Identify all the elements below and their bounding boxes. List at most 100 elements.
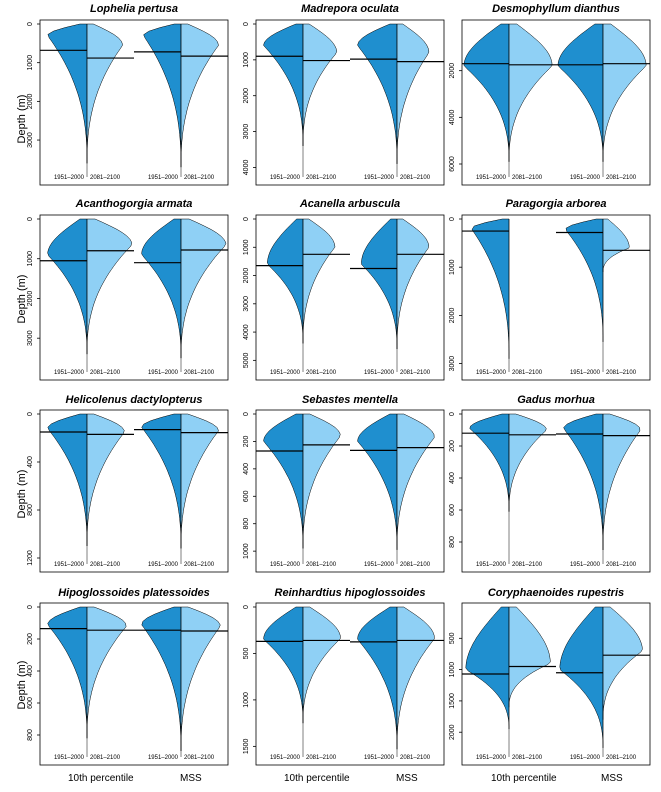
panel-sebastes-mentella-ytick-label: 200 <box>243 435 250 447</box>
panel-helicolenus-dactylopterus-frame <box>39 409 229 573</box>
panel-lophelia-pertusa-mss-historical-violin <box>143 23 182 168</box>
panel-gadus-morhua-title: Gadus morhua <box>517 394 595 406</box>
panel-sebastes-mentella-frame <box>255 409 445 573</box>
panel-madrepora-oculata-mss-historical-violin <box>357 23 398 164</box>
panel-madrepora-oculata-10th-percentile-historical-violin <box>263 23 304 146</box>
panel-acanthogorgia-armata-10th-percentile-future-violin <box>86 218 133 355</box>
panel-acanthogorgia-armata-mss-historical-violin <box>141 218 182 359</box>
panel-hipoglossoides-platessoides-title: Hipoglossoides platessoides <box>58 587 210 599</box>
panel-hipoglossoides-platessoides-frame <box>39 602 229 766</box>
panel-reinhardtius-hipoglossoides-ytick-label: 1500 <box>243 738 250 754</box>
panel-sebastes-mentella-10th-percentile-period-historical-label: 1951–2000 <box>270 562 301 568</box>
panel-desmophyllum-dianthus-10th-percentile-historical-violin <box>463 23 510 162</box>
panel-acanthogorgia-armata-mss-period-historical-label: 1951–2000 <box>148 370 179 376</box>
panel-sebastes-mentella-mss-future-violin <box>396 413 435 550</box>
panel-acanthogorgia-armata-10th-percentile-period-future-label: 2081–2100 <box>90 370 121 376</box>
panel-helicolenus-dactylopterus-title: Helicolenus dactylopterus <box>66 394 203 406</box>
panel-reinhardtius-hipoglossoides-mss-period-historical-label: 1951–2000 <box>364 755 395 761</box>
panel-sebastes-mentella-mss-historical-violin <box>357 413 398 550</box>
panel-gadus-morhua-mss-period-historical-label: 1951–2000 <box>570 562 601 568</box>
panel-acanella-arbuscula-10th-percentile-future-violin <box>302 218 336 344</box>
panel-paragorgia-arborea-ytick-label: 0 <box>449 217 456 221</box>
panel-lophelia-pertusa-10th-percentile-historical-violin <box>47 23 88 164</box>
panel-coryphaenoides-rupestris-title: Coryphaenoides rupestris <box>488 587 624 599</box>
panel-hipoglossoides-platessoides-ytick-label: 200 <box>27 633 34 645</box>
panel-madrepora-oculata-frame <box>255 19 445 186</box>
panel-desmophyllum-dianthus-10th-percentile-future-violin <box>508 23 553 162</box>
panel-paragorgia-arborea-ytick-label: 1000 <box>449 259 456 275</box>
panel-acanella-arbuscula-mss-future-violin <box>396 218 430 350</box>
panel-desmophyllum-dianthus-10th-percentile-period-future-label: 2081–2100 <box>512 175 543 181</box>
panel-helicolenus-dactylopterus-10th-percentile-period-historical-label: 1951–2000 <box>54 562 85 568</box>
panel-gadus-morhua-mss-future-violin <box>602 413 641 550</box>
panel-acanthogorgia-armata-mss-future-violin <box>180 218 227 359</box>
panel-lophelia-pertusa-ytick-label: 1000 <box>27 55 34 71</box>
panel-acanella-arbuscula-10th-percentile-period-historical-label: 1951–2000 <box>270 370 301 376</box>
panel-acanthogorgia-armata-title: Acanthogorgia armata <box>75 198 193 210</box>
panel-madrepora-oculata-10th-percentile-future-violin <box>302 23 338 146</box>
panel-paragorgia-arborea-mss-period-historical-label: 1951–2000 <box>570 370 601 376</box>
panel-helicolenus-dactylopterus-mss-period-future-label: 2081–2100 <box>184 562 215 568</box>
panel-gadus-morhua-frame <box>461 409 651 573</box>
panel-reinhardtius-hipoglossoides-ytick-label: 0 <box>243 605 250 609</box>
panel-lophelia-pertusa-10th-percentile-period-historical-label: 1951–2000 <box>54 175 85 181</box>
y-axis-label-row-2: Depth (m) <box>16 274 28 324</box>
panel-lophelia-pertusa-mss-period-historical-label: 1951–2000 <box>148 175 179 181</box>
x-axis-label-col-3-10th: 10th percentile <box>491 773 557 784</box>
panel-coryphaenoides-rupestris-mss-historical-violin <box>559 606 604 748</box>
panel-reinhardtius-hipoglossoides-title: Reinhardtius hipoglossoides <box>275 587 426 599</box>
panel-lophelia-pertusa-ytick-label: 2000 <box>27 93 34 109</box>
panel-reinhardtius-hipoglossoides-ytick-label: 1000 <box>243 692 250 708</box>
panel-reinhardtius-hipoglossoides-10th-percentile-historical-violin <box>263 606 304 724</box>
panel-hipoglossoides-platessoides-mss-period-historical-label: 1951–2000 <box>148 755 179 761</box>
panel-lophelia-pertusa-mss-period-future-label: 2081–2100 <box>184 175 215 181</box>
panel-paragorgia-arborea-mss-historical-violin <box>565 218 604 342</box>
panel-gadus-morhua-10th-percentile-future-violin <box>508 413 547 512</box>
panel-coryphaenoides-rupestris-mss-period-future-label: 2081–2100 <box>606 755 637 761</box>
panel-lophelia-pertusa-mss-future-violin <box>180 23 219 168</box>
panel-paragorgia-arborea-title: Paragorgia arborea <box>506 198 607 210</box>
panel-gadus-morhua-ytick-label: 400 <box>449 472 456 484</box>
panel-coryphaenoides-rupestris-10th-percentile-period-future-label: 2081–2100 <box>512 755 543 761</box>
panel-acanella-arbuscula-ytick-label: 4000 <box>243 324 250 340</box>
y-axis-label-row-4: Depth (m) <box>16 660 28 710</box>
panel-desmophyllum-dianthus-ytick-label: 6000 <box>449 156 456 172</box>
panel-reinhardtius-hipoglossoides-10th-percentile-future-violin <box>302 606 341 724</box>
panel-hipoglossoides-platessoides-ytick-label: 800 <box>27 729 34 741</box>
panel-helicolenus-dactylopterus-10th-percentile-period-future-label: 2081–2100 <box>90 562 121 568</box>
panel-coryphaenoides-rupestris-10th-percentile-historical-violin <box>465 606 510 730</box>
panel-gadus-morhua-10th-percentile-historical-violin <box>469 413 510 512</box>
panel-gadus-morhua-ytick-label: 200 <box>449 440 456 452</box>
panel-helicolenus-dactylopterus-ytick-label: 1200 <box>27 550 34 566</box>
panel-desmophyllum-dianthus-frame <box>461 19 651 186</box>
panel-lophelia-pertusa-ytick-label: 3000 <box>27 132 34 148</box>
panel-acanthogorgia-armata-ytick-label: 2000 <box>27 291 34 307</box>
panel-paragorgia-arborea-ytick-label: 3000 <box>449 356 456 372</box>
panel-reinhardtius-hipoglossoides-mss-period-future-label: 2081–2100 <box>400 755 431 761</box>
panel-helicolenus-dactylopterus-mss-historical-violin <box>141 413 182 549</box>
panel-coryphaenoides-rupestris-frame <box>461 602 651 766</box>
panel-hipoglossoides-platessoides-10th-percentile-period-historical-label: 1951–2000 <box>54 755 85 761</box>
panel-acanella-arbuscula-10th-percentile-historical-violin <box>267 218 304 344</box>
panel-madrepora-oculata-10th-percentile-period-future-label: 2081–2100 <box>306 175 337 181</box>
panel-madrepora-oculata-mss-future-violin <box>396 23 430 164</box>
panel-sebastes-mentella-ytick-label: 400 <box>243 463 250 475</box>
panel-madrepora-oculata-mss-period-historical-label: 1951–2000 <box>364 175 395 181</box>
panel-acanella-arbuscula-10th-percentile-period-future-label: 2081–2100 <box>306 370 337 376</box>
panel-desmophyllum-dianthus-ytick-label: 2000 <box>449 63 456 79</box>
panel-acanella-arbuscula-ytick-label: 2000 <box>243 268 250 284</box>
panel-sebastes-mentella-10th-percentile-period-future-label: 2081–2100 <box>306 562 337 568</box>
panel-coryphaenoides-rupestris-10th-percentile-period-historical-label: 1951–2000 <box>476 755 507 761</box>
panel-helicolenus-dactylopterus-mss-period-historical-label: 1951–2000 <box>148 562 179 568</box>
panel-madrepora-oculata-title: Madrepora oculata <box>301 3 399 15</box>
panel-sebastes-mentella-ytick-label: 0 <box>243 412 250 416</box>
panel-hipoglossoides-platessoides-10th-percentile-future-violin <box>86 606 127 739</box>
x-axis-label-col-1-mss: MSS <box>180 773 202 784</box>
panel-reinhardtius-hipoglossoides-mss-future-violin <box>396 606 435 750</box>
panel-hipoglossoides-platessoides-mss-historical-violin <box>141 606 182 751</box>
panel-sebastes-mentella-title: Sebastes mentella <box>302 394 398 406</box>
panel-acanella-arbuscula-mss-historical-violin <box>361 218 398 350</box>
panel-reinhardtius-hipoglossoides-frame <box>255 602 445 766</box>
panel-acanthogorgia-armata-ytick-label: 3000 <box>27 330 34 346</box>
panel-helicolenus-dactylopterus-ytick-label: 800 <box>27 504 34 516</box>
